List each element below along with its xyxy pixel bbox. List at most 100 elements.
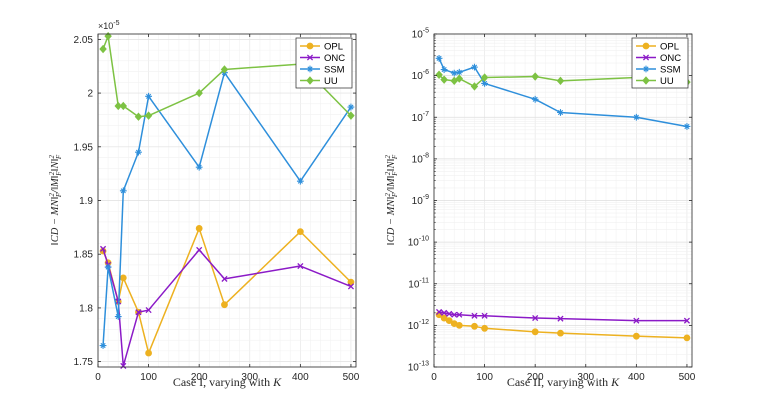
y-tick-label: 1.85: [74, 250, 94, 261]
data-point-ssm: [440, 66, 448, 73]
x-tick-label: 100: [140, 372, 157, 383]
series-line-uu: [438, 74, 688, 88]
x-tick-label: 400: [292, 372, 309, 383]
data-point-ssm: [435, 54, 443, 62]
data-point-opl: [221, 301, 228, 309]
data-point-opl: [481, 324, 488, 332]
data-point-uu: [440, 75, 448, 84]
data-point-uu: [347, 111, 355, 120]
left-exponent-label: ×10-5: [98, 20, 120, 31]
series-line-onc: [102, 248, 352, 367]
data-point-onc: [347, 283, 355, 290]
data-point-uu: [134, 112, 143, 121]
data-point-opl: [195, 225, 203, 232]
data-point-onc: [297, 262, 304, 270]
series-onc: [435, 308, 691, 324]
data-point-opl: [531, 328, 539, 336]
y-tick-label: 2: [87, 89, 93, 100]
data-point-uu: [99, 44, 107, 54]
legend-label: ONC: [324, 53, 345, 64]
data-point-opl: [445, 317, 453, 325]
data-point-uu: [114, 101, 122, 111]
data-point-onc: [532, 314, 539, 322]
data-point-ssm: [683, 123, 691, 130]
data-point-onc: [435, 308, 443, 316]
legend-label: OPL: [660, 41, 679, 52]
data-point-opl: [471, 322, 478, 330]
legend-item-onc: ONC: [636, 53, 681, 64]
legend-item-uu: UU: [636, 76, 674, 87]
legend-marker: [642, 76, 650, 85]
right-chart-panel: 0 100 200 300 400 500 10-1310-1210-1110-1010-…: [384, 28, 696, 390]
data-point-ssm: [195, 163, 203, 171]
legend-label: UU: [660, 76, 674, 87]
data-point-onc: [683, 317, 691, 324]
left-tick-marks: [97, 34, 356, 367]
data-point-ssm: [557, 109, 564, 116]
data-point-ssm: [481, 80, 488, 87]
data-point-onc: [135, 309, 142, 316]
y-tick-label: 1.75: [74, 357, 94, 368]
left-chart-panel: 0 100 200 300 400 500 1.75 1.8 1.85 1.9 1.95 2 2.05…: [48, 20, 360, 389]
series-line-ssm: [102, 71, 352, 346]
data-point-uu: [104, 31, 112, 41]
legend-item-uu: UU: [300, 76, 338, 87]
x-tick-label: 200: [191, 372, 208, 383]
data-point-opl: [347, 278, 355, 286]
data-point-onc: [451, 311, 458, 318]
data-point-onc: [221, 275, 228, 282]
data-point-opl: [296, 228, 304, 236]
data-point-uu: [556, 76, 565, 86]
data-point-ssm: [296, 177, 304, 185]
data-point-onc: [456, 311, 463, 318]
legend-marker: [642, 65, 650, 73]
series-uu: [435, 70, 691, 91]
left-y-tick-labels: 1.75 1.8 1.85 1.9 1.95 2 2.05: [74, 35, 94, 368]
legend-label: ONC: [660, 53, 681, 64]
right-tick-marks: [433, 33, 692, 368]
data-point-onc: [441, 309, 448, 316]
right-y-axis-label: ‖CD − MN‖2F/‖M‖2F‖N‖2F: [384, 154, 399, 245]
data-point-uu: [144, 111, 153, 120]
legend-marker: [306, 65, 314, 73]
data-point-ssm: [135, 148, 142, 156]
data-point-ssm: [531, 95, 539, 103]
y-tick-label: 1.9: [79, 196, 93, 207]
data-point-onc: [196, 246, 203, 253]
data-point-opl: [145, 349, 152, 357]
data-point-onc: [557, 315, 564, 322]
series-uu: [99, 31, 355, 121]
x-tick-label: 300: [577, 372, 594, 383]
data-point-ssm: [632, 113, 640, 121]
x-tick-label: 100: [476, 372, 493, 383]
data-point-uu: [450, 76, 458, 86]
y-tick-label: 2.05: [74, 35, 94, 46]
legend-label: UU: [324, 76, 338, 87]
data-point-opl: [557, 329, 564, 337]
x-tick-label: 200: [527, 372, 544, 383]
legend-label: SSM: [324, 64, 345, 75]
data-point-ssm: [119, 187, 127, 195]
legend-marker: [306, 54, 314, 61]
legend-item-ssm: SSM: [300, 64, 345, 75]
data-point-opl: [632, 332, 640, 340]
data-point-ssm: [471, 63, 478, 71]
left-y-axis-label: ‖CD − MN‖2F/‖M‖2F‖N‖2F: [48, 154, 63, 245]
left-series-group: [99, 31, 355, 369]
legend-item-ssm: SSM: [636, 64, 681, 75]
data-point-uu: [220, 65, 229, 74]
data-point-ssm: [114, 313, 122, 320]
data-point-uu: [480, 73, 489, 82]
data-point-uu: [455, 74, 464, 83]
series-line-uu: [102, 35, 352, 118]
data-point-onc: [633, 317, 640, 324]
right-x-axis-label: Case II, varying with K: [507, 375, 620, 389]
legend-label: SSM: [660, 64, 681, 75]
x-tick-label: 0: [95, 372, 101, 383]
data-point-opl: [455, 321, 463, 329]
data-point-onc: [446, 310, 453, 317]
data-point-ssm: [99, 342, 107, 349]
